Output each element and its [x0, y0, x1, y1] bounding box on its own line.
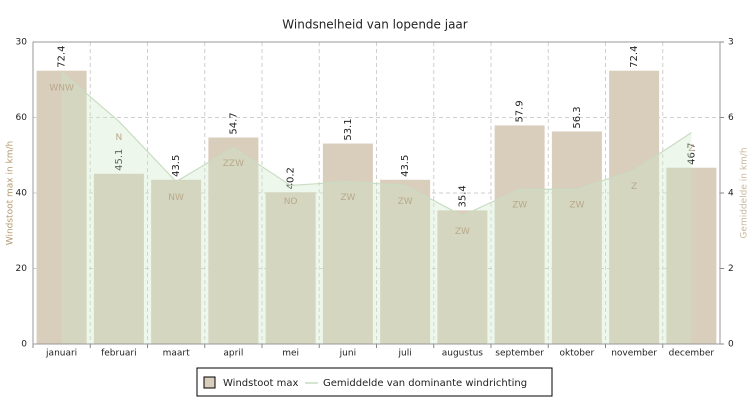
direction-label: ZW	[398, 197, 413, 207]
y2-tick-label: 0	[728, 340, 734, 350]
bar	[322, 143, 373, 344]
bar	[265, 192, 316, 344]
direction-label: WNW	[49, 84, 74, 94]
x-tick-label: mei	[282, 349, 299, 359]
direction-label: Z	[631, 182, 637, 192]
y2-tick-label: 4	[728, 189, 734, 199]
x-tick-label: juli	[398, 349, 412, 359]
area	[61, 72, 692, 344]
legend-label: Gemiddelde van dominante windrichting	[323, 378, 527, 389]
value-label: 35.4	[457, 185, 468, 207]
y2-tick-label: 6	[728, 113, 734, 123]
value-label: 46.7	[686, 143, 697, 165]
y-tick-label: 30	[16, 38, 28, 48]
x-tick-label: oktober	[560, 349, 595, 359]
legend	[196, 367, 553, 397]
legend-label: Windstoot max	[223, 378, 298, 389]
y2-tick-label: 2	[728, 264, 734, 274]
direction-label: ZZW	[223, 159, 244, 169]
value-label: 43.5	[171, 155, 182, 177]
bar	[380, 179, 431, 344]
value-label: 72.4	[57, 46, 68, 68]
bar	[93, 173, 144, 344]
chart-title: Windsnelheid van lopende jaar	[282, 18, 467, 32]
x-tick-label: november	[611, 349, 657, 359]
direction-label: ZW	[455, 227, 470, 237]
bar	[36, 70, 87, 344]
direction-label: ZW	[569, 201, 584, 211]
value-label: 45.1	[114, 149, 125, 171]
value-label: 57.9	[515, 100, 526, 122]
bar	[551, 131, 602, 344]
line	[61, 71, 692, 217]
direction-label: ZW	[512, 201, 527, 211]
y2-axis-title: Gemiddelde in km/h	[740, 147, 750, 238]
value-label: 53.1	[343, 118, 354, 140]
x-tick-label: februari	[101, 349, 137, 359]
direction-label: NO	[284, 197, 298, 207]
value-label: 43.5	[400, 155, 411, 177]
value-label: 72.4	[629, 46, 640, 68]
direction-label: ZW	[340, 193, 355, 203]
y-tick-label: 0	[21, 340, 27, 350]
bar	[609, 70, 660, 344]
x-tick-label: december	[669, 349, 715, 359]
y-tick-label: 40	[16, 189, 28, 199]
x-tick-label: april	[223, 349, 243, 359]
bar	[666, 167, 717, 344]
y-tick-label: 60	[16, 113, 28, 123]
x-tick-label: september	[495, 349, 544, 359]
x-tick-label: maart	[163, 349, 190, 359]
y-tick-label: 20	[16, 264, 28, 274]
bar	[151, 179, 202, 344]
direction-label: NW	[168, 193, 184, 203]
bar	[494, 125, 545, 345]
value-label: 56.3	[572, 106, 583, 128]
x-tick-label: januari	[45, 349, 77, 359]
x-tick-label: juni	[339, 349, 356, 359]
legend-swatch	[203, 376, 216, 389]
direction-label: N	[116, 133, 123, 143]
plot-frame	[32, 41, 721, 345]
direction-label: Z	[688, 144, 694, 154]
x-tick-label: augustus	[442, 349, 484, 359]
bar	[208, 137, 259, 344]
value-label: 54.7	[228, 112, 239, 134]
y-axis-title: Windstoot max in km/h	[6, 141, 16, 246]
value-label: 40.2	[286, 167, 297, 189]
bar	[437, 210, 488, 344]
y2-tick-label: 3	[728, 38, 734, 48]
